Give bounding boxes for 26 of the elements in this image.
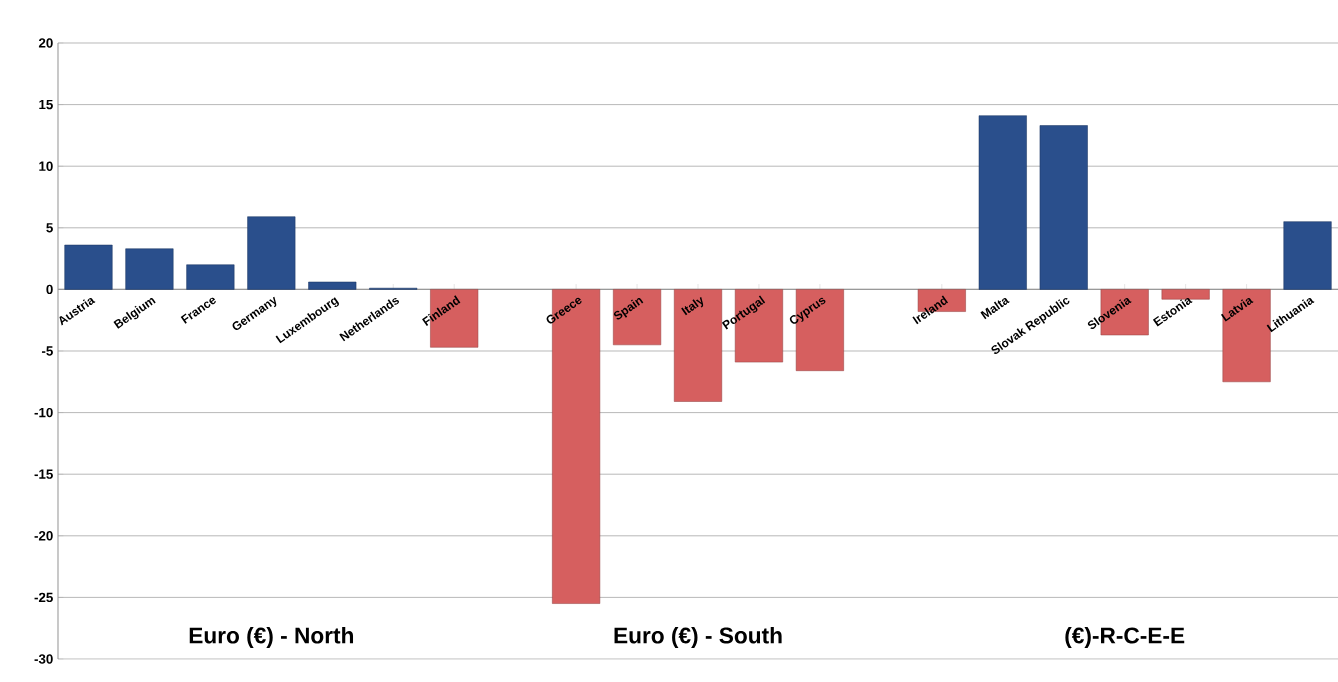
- y-tick-label: -10: [34, 407, 53, 418]
- annotation: Euro (€) - North: [189, 626, 354, 649]
- bar: [1039, 125, 1088, 290]
- bar: [247, 216, 296, 290]
- y-tick-label: -15: [34, 469, 53, 479]
- y-tick-label: 5: [46, 223, 53, 233]
- y-tick-label: 20: [38, 38, 53, 48]
- bar: [186, 264, 235, 290]
- y-tick-label: -30: [34, 654, 53, 664]
- y-tick-label: -25: [34, 592, 53, 603]
- y-tick-label: 10: [39, 161, 53, 171]
- annotation: (€)-R-C-E-E: [1065, 626, 1185, 649]
- y-tick-label: -5: [41, 346, 53, 356]
- y-tick-label: 0: [46, 284, 53, 295]
- annotation: Euro (€) - South: [614, 626, 782, 649]
- bar: [613, 289, 662, 346]
- bar: [1161, 289, 1210, 300]
- x-tick-label: Italy: [681, 296, 704, 316]
- y-tick-label: 15: [39, 99, 53, 110]
- bar: [673, 289, 723, 402]
- bar: [125, 248, 174, 290]
- bar: [1283, 221, 1332, 290]
- y-tick-label: -20: [34, 531, 53, 541]
- bar: [308, 281, 357, 290]
- bar: [64, 244, 113, 290]
- bar: [978, 115, 1027, 290]
